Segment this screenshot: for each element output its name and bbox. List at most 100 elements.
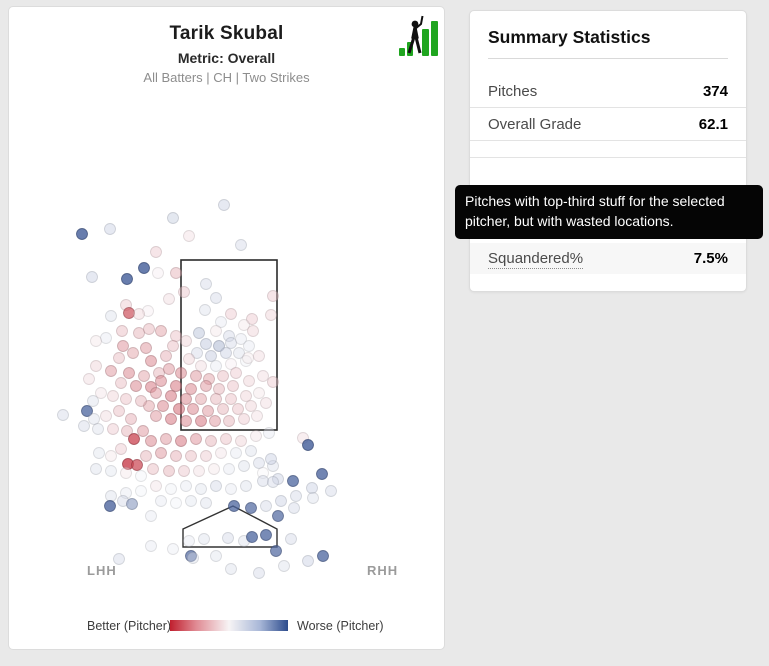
- pitch-point[interactable]: [170, 380, 182, 392]
- pitch-point[interactable]: [173, 403, 185, 415]
- pitch-point[interactable]: [175, 435, 187, 447]
- pitch-point[interactable]: [90, 463, 102, 475]
- pitch-point[interactable]: [302, 439, 314, 451]
- pitch-point[interactable]: [257, 475, 269, 487]
- pitch-point[interactable]: [306, 482, 318, 494]
- pitch-point[interactable]: [222, 532, 234, 544]
- pitch-point[interactable]: [243, 375, 255, 387]
- pitch-point[interactable]: [135, 485, 147, 497]
- pitch-point[interactable]: [104, 500, 116, 512]
- pitch-point[interactable]: [155, 447, 167, 459]
- pitch-point[interactable]: [76, 228, 88, 240]
- squandered-label[interactable]: Squandered%: [488, 250, 584, 269]
- pitch-point[interactable]: [217, 403, 229, 415]
- pitch-point[interactable]: [107, 390, 119, 402]
- pitch-point[interactable]: [140, 450, 152, 462]
- pitch-point[interactable]: [235, 239, 247, 251]
- pitch-point[interactable]: [230, 367, 242, 379]
- pitch-point[interactable]: [218, 199, 230, 211]
- pitch-point[interactable]: [272, 510, 284, 522]
- pitch-point[interactable]: [278, 560, 290, 572]
- pitch-point[interactable]: [202, 405, 214, 417]
- pitch-point[interactable]: [167, 543, 179, 555]
- pitch-point[interactable]: [87, 395, 99, 407]
- pitch-point[interactable]: [145, 435, 157, 447]
- pitch-point[interactable]: [302, 555, 314, 567]
- pitch-point[interactable]: [185, 450, 197, 462]
- pitch-point[interactable]: [193, 327, 205, 339]
- pitch-point[interactable]: [175, 367, 187, 379]
- pitch-point[interactable]: [253, 350, 265, 362]
- pitch-point[interactable]: [163, 465, 175, 477]
- pitch-point[interactable]: [317, 550, 329, 562]
- pitch-point[interactable]: [225, 563, 237, 575]
- pitch-point[interactable]: [157, 400, 169, 412]
- pitch-point[interactable]: [240, 390, 252, 402]
- pitch-point[interactable]: [215, 447, 227, 459]
- pitch-point[interactable]: [191, 347, 203, 359]
- pitch-point[interactable]: [246, 531, 258, 543]
- pitch-point[interactable]: [120, 393, 132, 405]
- pitch-point[interactable]: [57, 409, 69, 421]
- pitch-point[interactable]: [138, 262, 150, 274]
- pitch-point[interactable]: [275, 495, 287, 507]
- pitch-point[interactable]: [225, 358, 237, 370]
- pitch-point[interactable]: [183, 230, 195, 242]
- pitch-point[interactable]: [193, 465, 205, 477]
- pitch-point[interactable]: [165, 483, 177, 495]
- pitch-point[interactable]: [105, 450, 117, 462]
- pitch-point[interactable]: [267, 476, 279, 488]
- pitch-point[interactable]: [210, 292, 222, 304]
- pitch-point[interactable]: [180, 393, 192, 405]
- pitch-point[interactable]: [190, 433, 202, 445]
- pitch-point[interactable]: [150, 410, 162, 422]
- pitch-point[interactable]: [135, 395, 147, 407]
- pitch-point[interactable]: [240, 355, 252, 367]
- pitch-point[interactable]: [78, 420, 90, 432]
- pitch-point[interactable]: [126, 498, 138, 510]
- pitch-point[interactable]: [223, 330, 235, 342]
- pitch-point[interactable]: [245, 400, 257, 412]
- pitch-point[interactable]: [200, 278, 212, 290]
- pitch-point[interactable]: [238, 413, 250, 425]
- pitch-point[interactable]: [113, 405, 125, 417]
- pitch-point[interactable]: [187, 552, 199, 564]
- pitch-point[interactable]: [127, 347, 139, 359]
- pitch-point[interactable]: [143, 400, 155, 412]
- pitch-point[interactable]: [260, 500, 272, 512]
- pitch-point[interactable]: [121, 425, 133, 437]
- pitch-point[interactable]: [210, 360, 222, 372]
- pitch-point[interactable]: [270, 545, 282, 557]
- pitch-point[interactable]: [86, 271, 98, 283]
- pitch-point[interactable]: [210, 550, 222, 562]
- pitch-point[interactable]: [121, 273, 133, 285]
- pitch-point[interactable]: [195, 415, 207, 427]
- pitch-point[interactable]: [195, 360, 207, 372]
- pitch-point[interactable]: [253, 567, 265, 579]
- pitch-point[interactable]: [209, 415, 221, 427]
- pitch-point[interactable]: [170, 450, 182, 462]
- pitch-point[interactable]: [190, 370, 202, 382]
- pitch-point[interactable]: [213, 340, 225, 352]
- pitch-point[interactable]: [205, 350, 217, 362]
- pitch-point[interactable]: [225, 483, 237, 495]
- pitch-point[interactable]: [150, 480, 162, 492]
- pitch-point[interactable]: [210, 325, 222, 337]
- pitch-point[interactable]: [240, 480, 252, 492]
- pitch-point[interactable]: [100, 410, 112, 422]
- pitch-point[interactable]: [180, 480, 192, 492]
- pitch-point[interactable]: [185, 383, 197, 395]
- pitch-point[interactable]: [220, 347, 232, 359]
- pitch-point[interactable]: [198, 533, 210, 545]
- pitch-point[interactable]: [105, 490, 117, 502]
- pitch-point[interactable]: [116, 325, 128, 337]
- pitch-point[interactable]: [232, 403, 244, 415]
- pitch-point[interactable]: [117, 340, 129, 352]
- pitch-point[interactable]: [200, 380, 212, 392]
- pitch-point[interactable]: [135, 470, 147, 482]
- pitch-point[interactable]: [213, 383, 225, 395]
- pitch-point[interactable]: [220, 433, 232, 445]
- pitch-point[interactable]: [167, 212, 179, 224]
- pitch-point[interactable]: [142, 305, 154, 317]
- pitch-point[interactable]: [180, 335, 192, 347]
